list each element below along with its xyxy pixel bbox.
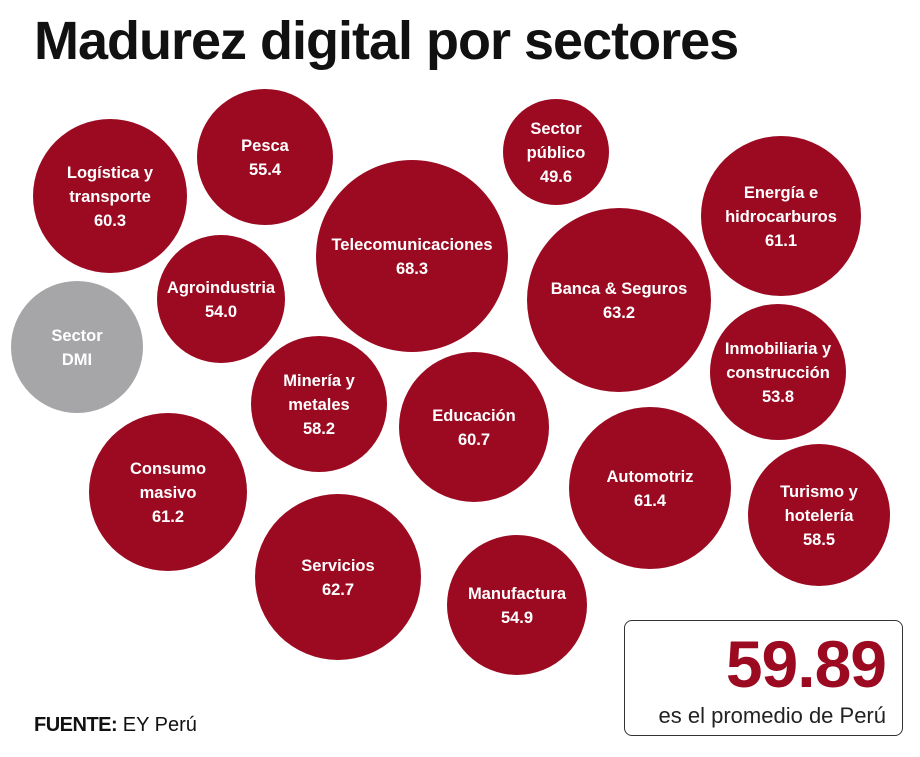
bubble-label: Sector xyxy=(530,120,582,138)
bubble-label: Telecomunicaciones xyxy=(331,236,492,254)
bubble-label: Consumo xyxy=(130,460,206,478)
bubble-value: 63.2 xyxy=(603,304,635,322)
bubble-pesca: Pesca 55.4 xyxy=(197,89,333,225)
bubble-label: Pesca xyxy=(241,137,290,155)
bubble-circle xyxy=(89,413,247,571)
bubble-circle xyxy=(701,136,861,296)
bubble-label: Manufactura xyxy=(468,585,567,603)
bubble-label: Sector xyxy=(51,327,103,345)
bubble-label: Turismo y xyxy=(780,483,858,501)
bubble-circle xyxy=(399,352,549,502)
bubble-agroindustria: Agroindustria 54.0 xyxy=(157,235,285,363)
bubble-value: 62.7 xyxy=(322,581,354,599)
bubble-value: 58.2 xyxy=(303,420,335,438)
bubble-label: DMI xyxy=(62,351,92,369)
bubble-label: Energía e xyxy=(744,184,818,202)
source-text: EY Perú xyxy=(122,714,197,736)
bubble-value: 61.1 xyxy=(765,232,797,250)
bubble-telecomunicaciones: Telecomunicaciones 68.3 xyxy=(316,160,508,352)
bubble-mineria: Minería y metales 58.2 xyxy=(251,336,387,472)
bubble-sector-publico: Sector público 49.6 xyxy=(503,99,609,205)
bubble-manufactura: Manufactura 54.9 xyxy=(447,535,587,675)
bubble-label: masivo xyxy=(140,484,197,502)
average-value: 59.89 xyxy=(725,627,887,701)
bubble-circle xyxy=(710,304,846,440)
bubble-servicios: Servicios 62.7 xyxy=(255,494,421,660)
bubble-value: 61.4 xyxy=(634,492,667,510)
bubble-circle xyxy=(197,89,333,225)
bubble-circle xyxy=(748,444,890,586)
bubble-value: 60.7 xyxy=(458,431,490,449)
bubble-label: Inmobiliaria y xyxy=(725,340,832,358)
bubble-automotriz: Automotriz 61.4 xyxy=(569,407,731,569)
bubble-circle xyxy=(503,99,609,205)
bubble-label: Educación xyxy=(432,407,515,425)
bubble-label: Logística y xyxy=(67,164,154,182)
bubble-logistica: Logística y transporte 60.3 xyxy=(33,119,187,273)
bubble-circle xyxy=(11,281,143,413)
bubble-circle xyxy=(527,208,711,392)
bubble-label: construcción xyxy=(726,364,830,382)
bubble-label: hidrocarburos xyxy=(725,208,837,226)
bubble-value: 60.3 xyxy=(94,212,126,230)
bubble-label: hotelería xyxy=(785,507,855,525)
bubble-value: 54.9 xyxy=(501,609,533,627)
bubble-turismo: Turismo y hotelería 58.5 xyxy=(748,444,890,586)
bubble-consumo: Consumo masivo 61.2 xyxy=(89,413,247,571)
bubble-label: Automotriz xyxy=(606,468,693,486)
bubble-circle xyxy=(316,160,508,352)
bubble-circle xyxy=(251,336,387,472)
bubble-sector-dmi: Sector DMI xyxy=(11,281,143,413)
bubble-value: 68.3 xyxy=(396,260,428,278)
bubble-value: 53.8 xyxy=(762,388,794,406)
bubble-label: Agroindustria xyxy=(167,279,276,297)
bubble-label: público xyxy=(527,144,586,162)
bubble-banca: Banca & Seguros 63.2 xyxy=(527,208,711,392)
bubble-educacion: Educación 60.7 xyxy=(399,352,549,502)
chart-title: Madurez digital por sectores xyxy=(34,11,739,71)
bubble-label: Banca & Seguros xyxy=(551,280,688,298)
bubble-circle xyxy=(33,119,187,273)
bubble-label: metales xyxy=(288,396,349,414)
bubble-value: 58.5 xyxy=(803,531,835,549)
bubble-value: 55.4 xyxy=(249,161,282,179)
bubble-circle xyxy=(447,535,587,675)
bubble-circle xyxy=(255,494,421,660)
bubble-label: Minería y xyxy=(283,372,355,390)
bubble-inmobiliaria: Inmobiliaria y construcción 53.8 xyxy=(710,304,846,440)
bubble-label: transporte xyxy=(69,188,151,206)
bubble-value: 49.6 xyxy=(540,168,572,186)
average-box: 59.89 es el promedio de Perú xyxy=(624,620,903,736)
bubble-circle xyxy=(157,235,285,363)
bubble-energia: Energía e hidrocarburos 61.1 xyxy=(701,136,861,296)
average-caption: es el promedio de Perú xyxy=(658,703,886,728)
bubble-label: Servicios xyxy=(301,557,374,575)
bubble-value: 54.0 xyxy=(205,303,237,321)
source-note: FUENTE: EY Perú xyxy=(34,714,197,737)
source-label: FUENTE: xyxy=(34,714,118,736)
bubble-value: 61.2 xyxy=(152,508,184,526)
bubble-circle xyxy=(569,407,731,569)
